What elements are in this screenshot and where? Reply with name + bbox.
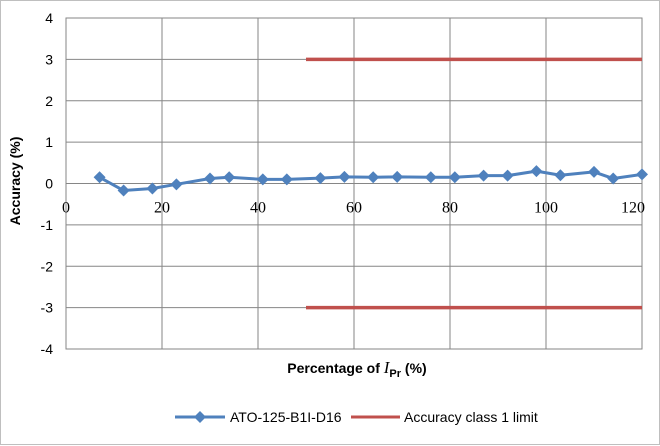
data-point bbox=[391, 170, 404, 183]
data-point bbox=[530, 165, 543, 178]
x-axis-label-suffix: (%) bbox=[401, 360, 427, 376]
x-axis-label-prefix: Percentage of bbox=[287, 360, 383, 376]
legend-item-limit: Accuracy class 1 limit bbox=[351, 409, 538, 425]
x-tick-label: 100 bbox=[534, 200, 558, 217]
y-tick-labels: 4 3 2 1 0 -1 -2 -3 -4 bbox=[41, 10, 54, 357]
x-tick-label: 20 bbox=[154, 200, 170, 217]
y-tick-label: 3 bbox=[45, 51, 53, 67]
y-tick-label: 4 bbox=[45, 10, 53, 26]
legend-label-ato: ATO-125-B1I-D16 bbox=[230, 409, 342, 425]
data-point bbox=[204, 172, 216, 185]
x-axis-label: Percentage of IPr (%) bbox=[287, 358, 426, 380]
data-point bbox=[424, 171, 437, 184]
legend-marker-ato bbox=[194, 411, 206, 423]
y-tick-label: -1 bbox=[41, 217, 54, 233]
data-point bbox=[607, 172, 620, 185]
y-tick-label: 2 bbox=[45, 93, 53, 109]
data-point bbox=[448, 171, 461, 184]
data-point bbox=[146, 182, 159, 195]
legend: ATO-125-B1I-D16 Accuracy class 1 limit bbox=[175, 409, 538, 425]
plot-area-border bbox=[65, 17, 643, 350]
y-tick-label: 0 bbox=[45, 176, 53, 192]
x-tick-label: 60 bbox=[346, 200, 362, 217]
data-point bbox=[367, 171, 380, 184]
x-tick-label: 0 bbox=[62, 200, 70, 217]
data-point bbox=[93, 171, 106, 184]
legend-item-ato: ATO-125-B1I-D16 bbox=[175, 409, 342, 425]
y-tick-label: -4 bbox=[41, 341, 54, 357]
x-tick-label: 120 bbox=[621, 200, 645, 217]
x-tick-labels: 0 20 40 60 80 100 120 bbox=[62, 200, 645, 217]
data-point bbox=[588, 165, 600, 178]
y-tick-label: -2 bbox=[41, 258, 54, 274]
x-axis-label-variable: I bbox=[383, 358, 391, 377]
data-point bbox=[338, 170, 351, 183]
data-point bbox=[636, 168, 648, 181]
data-point bbox=[554, 169, 567, 182]
y-tick-label: -3 bbox=[41, 300, 54, 316]
x-axis-label-subscript: Pr bbox=[389, 368, 401, 380]
x-tick-label: 40 bbox=[250, 200, 266, 217]
x-tick-label: 80 bbox=[442, 200, 458, 217]
series-layer bbox=[93, 57, 648, 310]
data-point bbox=[280, 173, 293, 186]
data-point bbox=[256, 173, 269, 186]
y-tick-label: 1 bbox=[45, 134, 53, 150]
y-axis-label: Accuracy (%) bbox=[7, 137, 23, 226]
data-point bbox=[501, 169, 514, 182]
legend-label-limit: Accuracy class 1 limit bbox=[404, 409, 538, 425]
data-point bbox=[223, 171, 236, 184]
grid-lines bbox=[65, 17, 643, 350]
data-point bbox=[477, 169, 490, 182]
data-point bbox=[117, 184, 130, 197]
data-point bbox=[170, 178, 183, 191]
data-point bbox=[314, 172, 327, 185]
